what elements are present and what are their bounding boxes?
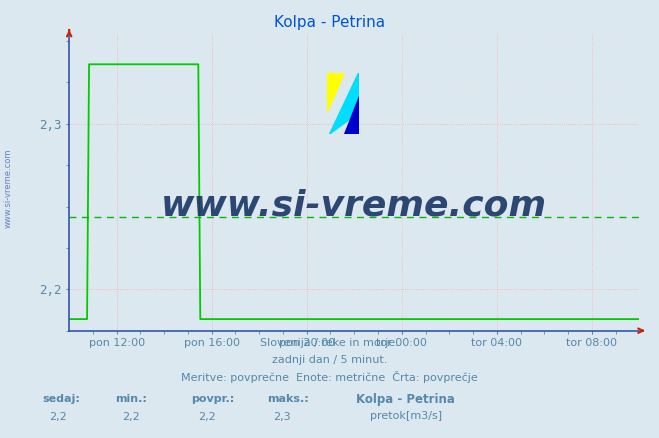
Text: Slovenija / reke in morje.: Slovenija / reke in morje. [260, 338, 399, 348]
Text: 2,2: 2,2 [198, 412, 215, 422]
Text: maks.:: maks.: [267, 395, 308, 404]
Text: sedaj:: sedaj: [43, 395, 80, 404]
Polygon shape [330, 73, 358, 134]
Text: povpr.:: povpr.: [191, 395, 235, 404]
Text: Kolpa - Petrina: Kolpa - Petrina [274, 15, 385, 30]
Text: min.:: min.: [115, 395, 147, 404]
Polygon shape [345, 96, 358, 134]
Text: 2,2: 2,2 [49, 412, 67, 422]
Text: pretok[m3/s]: pretok[m3/s] [370, 411, 442, 420]
Text: 2,3: 2,3 [273, 412, 291, 422]
Text: Meritve: povprečne  Enote: metrične  Črta: povprečje: Meritve: povprečne Enote: metrične Črta:… [181, 371, 478, 383]
Text: zadnji dan / 5 minut.: zadnji dan / 5 minut. [272, 355, 387, 365]
Text: Kolpa - Petrina: Kolpa - Petrina [356, 393, 455, 406]
Text: www.si-vreme.com: www.si-vreme.com [161, 189, 547, 223]
Text: www.si-vreme.com: www.si-vreme.com [4, 148, 13, 228]
Text: 2,2: 2,2 [122, 412, 140, 422]
Polygon shape [327, 73, 345, 113]
